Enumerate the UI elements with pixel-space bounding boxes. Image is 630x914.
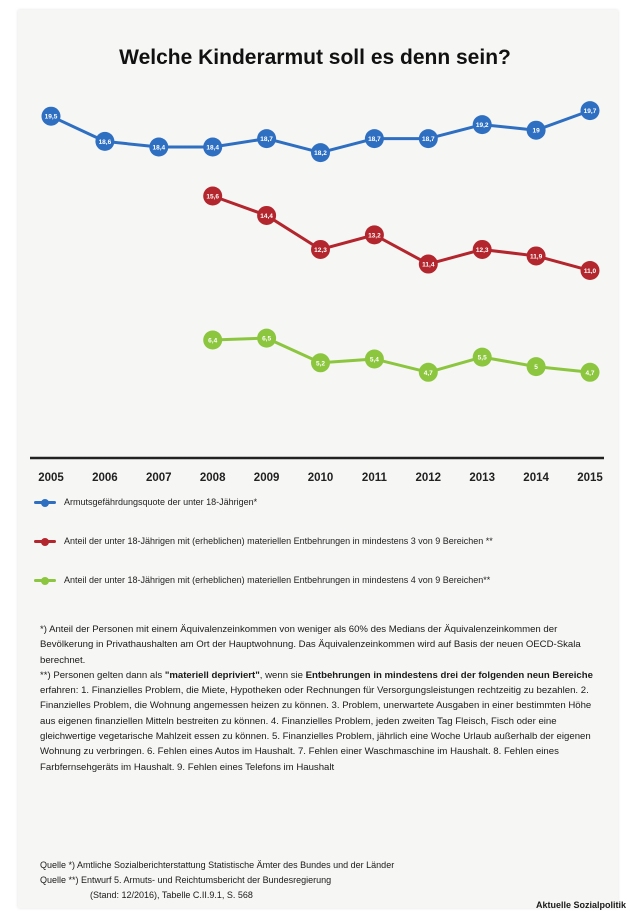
data-label-entbehrungen-4-2010: 5,2 xyxy=(316,360,325,367)
data-label-entbehrungen-4-2008: 6,4 xyxy=(208,338,217,345)
data-label-entbehrungen-4-2013: 5,5 xyxy=(478,355,487,362)
data-label-entbehrungen-3-2008: 15,6 xyxy=(206,194,219,201)
data-label-entbehrungen-3-2012: 11,4 xyxy=(422,262,435,269)
data-point-armutsquote-2011 xyxy=(364,129,384,149)
data-label-armutsquote-2012: 18,7 xyxy=(422,136,435,143)
x-tick-label-2007: 2007 xyxy=(146,472,172,484)
legend-item-entbehrungen-3: Anteil der unter 18-Jährigen mit (erhebl… xyxy=(34,536,604,547)
x-tick-label-2008: 2008 xyxy=(200,472,226,484)
data-point-entbehrungen-3-2015 xyxy=(580,261,600,281)
footnote-armutsquote: *) Anteil der Personen mit einem Äquival… xyxy=(40,624,581,666)
data-label-entbehrungen-4-2014: 5 xyxy=(534,364,538,371)
x-tick-label-2010: 2010 xyxy=(308,472,334,484)
data-point-armutsquote-2008 xyxy=(203,137,223,157)
x-tick-label-2009: 2009 xyxy=(254,472,280,484)
data-point-armutsquote-2012 xyxy=(418,129,438,149)
data-point-armutsquote-2010 xyxy=(311,143,330,163)
data-point-entbehrungen-4-2009 xyxy=(257,328,277,348)
data-label-armutsquote-2011: 18,7 xyxy=(368,136,381,143)
data-label-entbehrungen-4-2015: 4,7 xyxy=(585,370,594,377)
data-point-entbehrungen-3-2008 xyxy=(203,186,223,206)
data-label-armutsquote-2008: 18,4 xyxy=(206,145,219,152)
data-point-armutsquote-2006 xyxy=(95,131,115,151)
data-point-entbehrungen-4-2010 xyxy=(311,353,330,373)
source-line: Quelle *) Amtliche Sozialberichterstattu… xyxy=(40,860,395,870)
data-label-entbehrungen-3-2014: 11,9 xyxy=(530,253,543,260)
publisher-logo-text: Aktuelle Sozialpolitik xyxy=(535,900,626,910)
data-label-armutsquote-2014: 19 xyxy=(532,128,540,135)
data-label-armutsquote-2015: 19,7 xyxy=(584,108,597,115)
data-point-entbehrungen-3-2012 xyxy=(418,254,438,274)
data-point-armutsquote-2013 xyxy=(472,115,492,135)
data-label-armutsquote-2007: 18,4 xyxy=(152,145,165,152)
sources: Quelle *) Amtliche Sozialberichterstattu… xyxy=(40,858,600,903)
legend-label: Anteil der unter 18-Jährigen mit (erhebl… xyxy=(64,575,491,585)
legend-label: Anteil der unter 18-Jährigen mit (erhebl… xyxy=(64,536,493,546)
data-point-entbehrungen-3-2010 xyxy=(311,239,330,259)
data-point-entbehrungen-4-2011 xyxy=(364,349,384,369)
legend-label: Armutsgefährdungsquote der unter 18-Jähr… xyxy=(64,497,258,507)
footnote-deprivation: **) Personen gelten dann als "materiell … xyxy=(40,669,593,773)
data-point-entbehrungen-4-2012 xyxy=(418,362,438,382)
x-tick-label-2014: 2014 xyxy=(523,472,549,484)
data-label-entbehrungen-4-2009: 6,5 xyxy=(262,336,271,343)
data-label-entbehrungen-3-2010: 12,3 xyxy=(314,247,327,254)
data-point-armutsquote-2007 xyxy=(149,137,169,157)
chart-title: Welche Kinderarmut soll es denn sein? xyxy=(119,46,511,69)
x-tick-label-2013: 2013 xyxy=(469,472,495,484)
source-line: (Stand: 12/2016), Tabelle C.II.9.1, S. 5… xyxy=(90,890,253,900)
data-point-armutsquote-2014 xyxy=(526,120,546,140)
data-label-entbehrungen-3-2011: 13,2 xyxy=(368,232,381,239)
data-label-armutsquote-2006: 18,6 xyxy=(99,139,112,146)
x-tick-label-2015: 2015 xyxy=(577,472,603,484)
data-label-armutsquote-2009: 18,7 xyxy=(260,136,273,143)
line-chart: 19,5 18,6 18,4 18,4 18,7 18,2 18,7 18,7 19,2 19 19… xyxy=(30,101,604,484)
data-label-entbehrungen-4-2011: 5,4 xyxy=(370,357,379,364)
data-point-entbehrungen-4-2008 xyxy=(203,330,223,350)
data-label-entbehrungen-3-2013: 12,3 xyxy=(476,247,489,254)
data-point-armutsquote-2009 xyxy=(257,129,277,149)
data-label-entbehrungen-4-2012: 4,7 xyxy=(424,370,433,377)
data-point-armutsquote-2005 xyxy=(41,106,61,126)
data-point-entbehrungen-4-2013 xyxy=(472,347,492,367)
x-tick-label-2005: 2005 xyxy=(38,472,64,484)
x-tick-label-2006: 2006 xyxy=(92,472,118,484)
data-point-entbehrungen-4-2014 xyxy=(526,357,546,377)
legend-swatch-red xyxy=(34,537,56,546)
footnotes: *) Anteil der Personen mit einem Äquival… xyxy=(40,622,600,775)
x-tick-label-2011: 2011 xyxy=(362,472,388,484)
data-label-armutsquote-2010: 18,2 xyxy=(314,150,327,157)
data-label-entbehrungen-3-2015: 11,0 xyxy=(584,268,597,275)
data-label-entbehrungen-3-2009: 14,4 xyxy=(260,213,273,220)
data-point-entbehrungen-3-2009 xyxy=(257,205,277,225)
x-tick-label-2012: 2012 xyxy=(416,472,442,484)
legend-swatch-green xyxy=(34,576,56,585)
legend-item-armutsquote: Armutsgefährdungsquote der unter 18-Jähr… xyxy=(34,497,604,508)
data-label-armutsquote-2005: 19,5 xyxy=(45,114,58,121)
legend-swatch-blue xyxy=(34,498,56,507)
legend-item-entbehrungen-4: Anteil der unter 18-Jährigen mit (erhebl… xyxy=(34,575,604,586)
source-line: Quelle **) Entwurf 5. Armuts- und Reicht… xyxy=(40,875,332,885)
data-point-entbehrungen-3-2011 xyxy=(364,225,384,245)
data-point-entbehrungen-4-2015 xyxy=(580,362,600,382)
data-point-entbehrungen-3-2013 xyxy=(472,239,492,259)
data-point-armutsquote-2015 xyxy=(580,101,600,121)
data-label-armutsquote-2013: 19,2 xyxy=(476,122,489,129)
data-point-entbehrungen-3-2014 xyxy=(526,246,546,266)
